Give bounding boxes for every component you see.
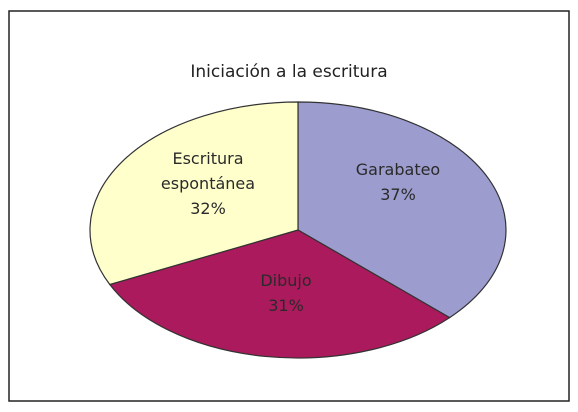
pie-slice	[108, 229, 451, 359]
slice-label: Dibujo 31%	[226, 268, 346, 318]
slice-label: Escritura espontánea 32%	[148, 146, 268, 221]
slice-value: 32%	[190, 199, 226, 218]
slice-value: 37%	[380, 185, 416, 204]
chart-title: Iniciación a la escritura	[190, 62, 388, 82]
pie-slice	[89, 101, 299, 286]
slice-label: Garabateo 37%	[338, 157, 458, 207]
slice-value: 31%	[268, 296, 304, 315]
slice-name: Garabateo	[355, 160, 441, 179]
pie-slice	[297, 101, 507, 319]
slice-name: Escritura espontánea	[160, 149, 256, 193]
slice-name: Dibujo	[260, 271, 312, 290]
